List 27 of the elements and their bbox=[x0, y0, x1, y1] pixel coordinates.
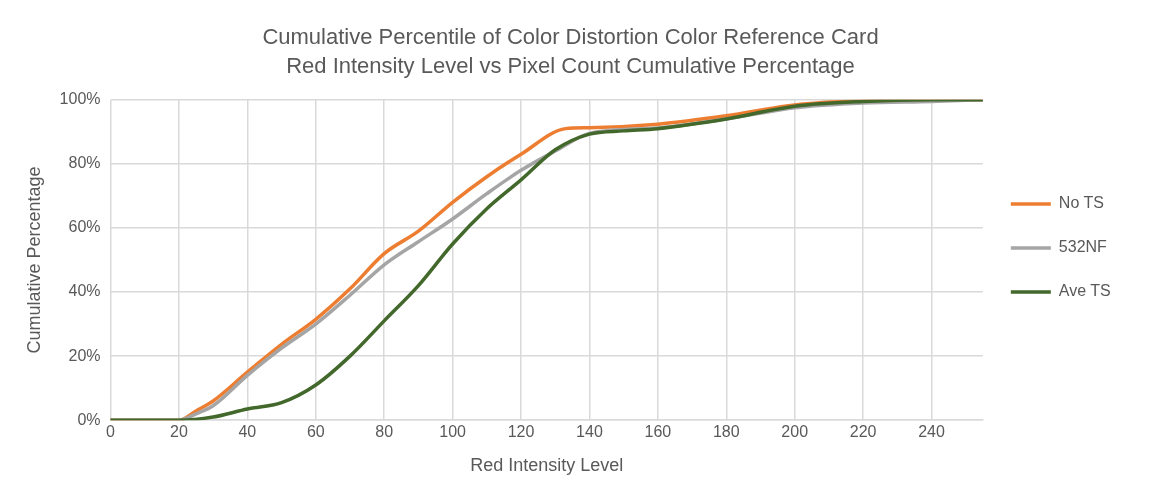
y-tick-label: 60% bbox=[68, 218, 101, 236]
x-tick-label: 240 bbox=[918, 423, 945, 441]
x-tick-label: 80 bbox=[375, 423, 394, 441]
legend-label: 532NF bbox=[1058, 238, 1108, 256]
x-tick-label: 160 bbox=[644, 423, 672, 441]
y-tick-label: 0% bbox=[77, 410, 101, 428]
x-tick-label: 100 bbox=[439, 423, 467, 441]
x-tick-label: 200 bbox=[781, 423, 809, 441]
x-tick-label: 60 bbox=[306, 423, 325, 441]
chart-title: Cumulative Percentile of Color Distortion Color Reference Card bbox=[262, 24, 879, 50]
line-series bbox=[110, 99, 983, 421]
x-tick-label: 220 bbox=[849, 423, 877, 441]
x-tick-label: 180 bbox=[712, 423, 740, 441]
x-tick-label: 120 bbox=[507, 423, 535, 441]
x-tick-label: 140 bbox=[576, 423, 603, 441]
y-tick-label: 100% bbox=[59, 90, 101, 108]
y-axis-title: Cumulative Percentage bbox=[23, 166, 44, 354]
x-tick-label: 40 bbox=[238, 423, 257, 441]
y-tick-label: 40% bbox=[68, 282, 101, 300]
legend-label: No TS bbox=[1058, 194, 1104, 212]
y-tick-label: 80% bbox=[68, 154, 101, 172]
x-tick-label: 20 bbox=[170, 423, 188, 441]
chart-subtitle: Red Intensity Level vs Pixel Count Cumulative Percentage bbox=[286, 52, 855, 78]
x-axis-title: Red Intensity Level bbox=[470, 455, 624, 476]
legend-label: Ave TS bbox=[1058, 282, 1111, 300]
y-tick-label: 20% bbox=[68, 346, 101, 364]
x-tick-label: 0 bbox=[106, 423, 116, 441]
